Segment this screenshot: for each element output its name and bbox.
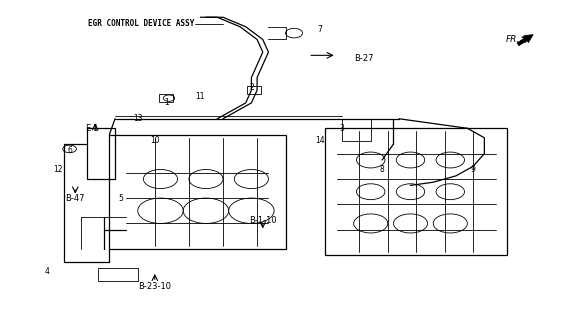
Text: 9: 9	[471, 165, 476, 174]
Text: 2: 2	[249, 83, 254, 92]
Text: 7: 7	[317, 25, 322, 35]
Text: 10: 10	[150, 136, 160, 146]
Text: B-27: B-27	[353, 54, 373, 63]
Text: 4: 4	[45, 267, 49, 276]
Text: 3: 3	[340, 124, 345, 133]
Text: 12: 12	[54, 165, 63, 174]
Text: E-1: E-1	[86, 124, 99, 133]
Text: 14: 14	[315, 136, 324, 146]
Text: B-1-10: B-1-10	[249, 216, 276, 225]
Text: 6: 6	[67, 146, 72, 155]
Text: B-47: B-47	[66, 194, 85, 203]
Text: 5: 5	[118, 194, 123, 203]
Text: FR.: FR.	[506, 35, 520, 44]
Text: 11: 11	[195, 92, 205, 101]
Text: EGR CONTROL DEVICE ASSY: EGR CONTROL DEVICE ASSY	[88, 19, 195, 28]
Text: 8: 8	[380, 165, 384, 174]
Bar	[247, 86, 261, 94]
Bar	[159, 94, 173, 102]
Text: B-23-10: B-23-10	[138, 282, 171, 292]
Text: 13: 13	[133, 114, 143, 123]
Text: 1: 1	[164, 99, 168, 108]
